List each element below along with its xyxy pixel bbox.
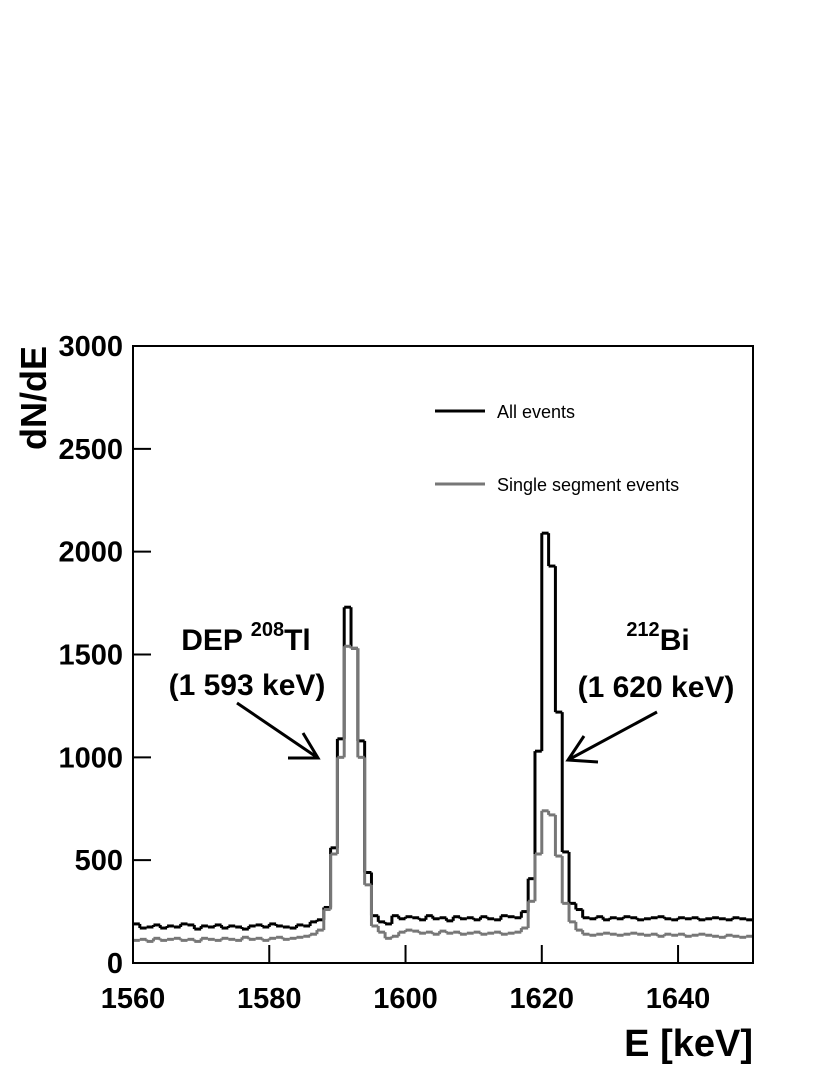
annotation-element: Bi xyxy=(660,624,690,657)
x-tick-label: 1580 xyxy=(237,983,302,1015)
annotation-sup: 212 xyxy=(626,619,659,641)
series xyxy=(133,644,753,943)
y-tick-label: 0 xyxy=(107,948,123,980)
annotation-energy: (1 620 keV) xyxy=(578,671,735,704)
y-tick-label: 2000 xyxy=(58,537,123,569)
legend-label: All events xyxy=(497,402,575,422)
y-tick-label: 3000 xyxy=(58,331,123,363)
annotation-text: DEP xyxy=(181,624,250,657)
arrows xyxy=(236,701,658,764)
y-tick-label: 500 xyxy=(75,845,123,877)
annotation-label: DEP 208Tl xyxy=(181,619,311,657)
y-tick-label: 2500 xyxy=(58,434,123,466)
y-tick-label: 1000 xyxy=(58,742,123,774)
arrow xyxy=(236,701,321,760)
x-tick-label: 1600 xyxy=(373,983,438,1015)
y-tick-label: 1500 xyxy=(58,640,123,672)
plot-frame xyxy=(132,345,754,964)
x-tick-label: 1620 xyxy=(510,983,575,1015)
x-axis-title: E [keV] xyxy=(624,1023,753,1065)
x-tick-label: 1560 xyxy=(101,983,166,1015)
annotation-element: Tl xyxy=(284,624,311,657)
x-tick-label: 1640 xyxy=(646,983,711,1015)
y-axis-title: dN/dE xyxy=(13,346,54,450)
legend-label: Single segment events xyxy=(497,475,679,495)
arrow xyxy=(565,710,658,764)
annotation-label: 212Bi xyxy=(626,619,689,657)
annotation-energy: (1 593 keV) xyxy=(169,669,326,702)
annotation-sup: 208 xyxy=(251,619,284,641)
